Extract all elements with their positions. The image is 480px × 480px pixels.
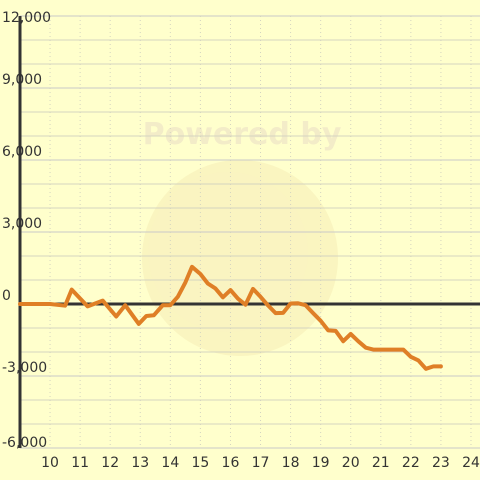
x-tick-label: 15 [191,455,209,471]
watermark-emblem-inner [148,172,308,332]
y-tick-label: 9,000 [2,72,42,88]
y-tick-label: 12,000 [2,10,51,26]
x-tick-label: 21 [372,455,390,471]
watermark-text: Powered by [143,117,342,152]
y-tick-label: 3,000 [2,216,42,232]
x-tick-label: 18 [282,455,300,471]
x-tick-labels: 10 11 12 13 14 15 16 17 18 19 20 21 22 23 24 [41,455,480,471]
x-tick-label: 13 [131,455,149,471]
series-line-0 [18,264,443,371]
x-tick-label: 20 [342,455,360,471]
series-layer [18,264,443,371]
y-tick-label: -3,000 [2,360,47,376]
x-tick-label: 12 [101,455,119,471]
y-tick-label: 6,000 [2,144,42,160]
x-tick-label: 22 [402,455,420,471]
x-tick-label: 24 [462,455,480,471]
x-tick-label: 19 [312,455,330,471]
x-tick-label: 14 [161,455,179,471]
x-tick-label: 23 [432,455,450,471]
y-tick-labels: -6,000 -3,000 0 3,000 6,000 9,000 12,000 [2,10,51,451]
y-tick-label: 0 [2,288,11,304]
x-tick-label: 11 [71,455,89,471]
x-tick-label: 10 [41,455,59,471]
y-tick-label: -6,000 [2,435,47,451]
x-tick-label: 16 [222,455,240,471]
grid [20,15,480,449]
x-tick-label: 17 [252,455,270,471]
